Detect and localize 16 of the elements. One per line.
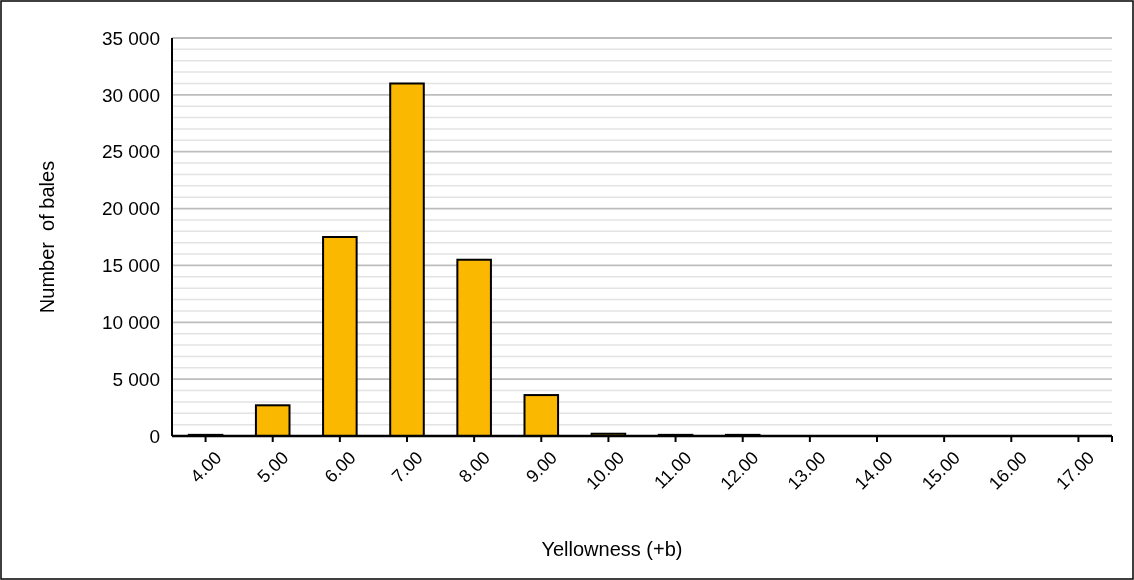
x-tick-label: 6.00 [320, 447, 360, 487]
x-tick-label: 7.00 [387, 447, 427, 487]
y-tick-label: 5 000 [112, 368, 160, 390]
y-tick-label: 25 000 [101, 141, 160, 163]
y-axis-title: Number of bales [36, 160, 58, 314]
y-tick-label: 20 000 [101, 198, 160, 220]
y-tick-label: 10 000 [101, 311, 160, 333]
x-tick-label: 9.00 [522, 447, 562, 487]
x-tick-label: 4.00 [186, 447, 226, 487]
y-tick-label: 30 000 [101, 84, 160, 106]
x-tick-label: 5.00 [253, 447, 293, 487]
x-tick-label: 8.00 [454, 447, 494, 487]
y-tick-label: 0 [149, 425, 160, 447]
y-tick-label: 35 000 [101, 27, 160, 49]
x-axis-title: Yellowness (+b) [541, 538, 683, 560]
y-tick-label: 15 000 [101, 255, 160, 277]
